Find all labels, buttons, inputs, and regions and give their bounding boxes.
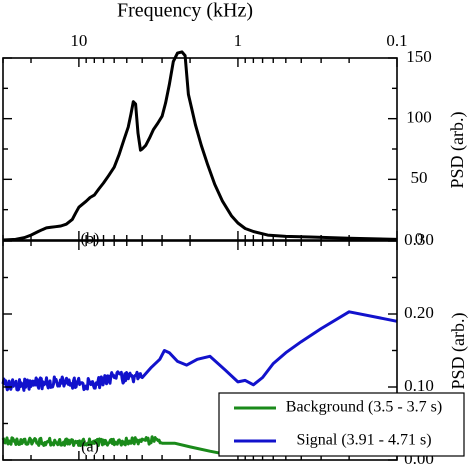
panel-b-ylabel: PSD (arb.) — [447, 112, 468, 189]
panel-b-ytick-label: 50 — [411, 168, 428, 187]
legend: Background (3.5 - 3.7 s) Signal (3.91 - … — [218, 392, 465, 457]
panel-a-series — [1, 310, 398, 456]
panel-a-ylabel: PSD (arb.) — [448, 313, 469, 390]
panel-a-ytick-label: 0.30 — [404, 230, 434, 249]
legend-label-signal: Signal (3.91 - 4.71 s) — [296, 432, 431, 449]
panel-a: 0.000.100.200.30 (a) PSD (arb.) Backgrou… — [1, 230, 469, 464]
panel-b-ytick-label: 100 — [406, 108, 432, 127]
legend-label-background: Background (3.5 - 3.7 s) — [286, 399, 442, 416]
panel-b-series-line-0 — [2, 50, 398, 242]
x-axis-title: Frequency (kHz) — [117, 0, 253, 22]
panel-a-label: (a) — [81, 439, 99, 456]
panel-a-ytick-label: 0.20 — [404, 303, 434, 322]
panel-b-ytick-label: 0 — [415, 229, 424, 248]
legend-box — [218, 392, 465, 457]
panel-a-series-line-0 — [1, 429, 398, 456]
panel-b-ytick-label: 150 — [406, 47, 432, 66]
panel-b-series — [2, 50, 398, 242]
panel-b-xtick-label: 1 — [234, 31, 243, 50]
panel-a-ytick-label: 0.10 — [404, 376, 434, 395]
panel-a-series-line-1 — [1, 310, 398, 392]
panel-b-label: (b) — [81, 231, 100, 248]
panel-b-xtick-label: 0.1 — [386, 31, 407, 50]
panel-b-frame — [2, 57, 398, 241]
panel-b-xtick-label: 10 — [70, 31, 87, 50]
